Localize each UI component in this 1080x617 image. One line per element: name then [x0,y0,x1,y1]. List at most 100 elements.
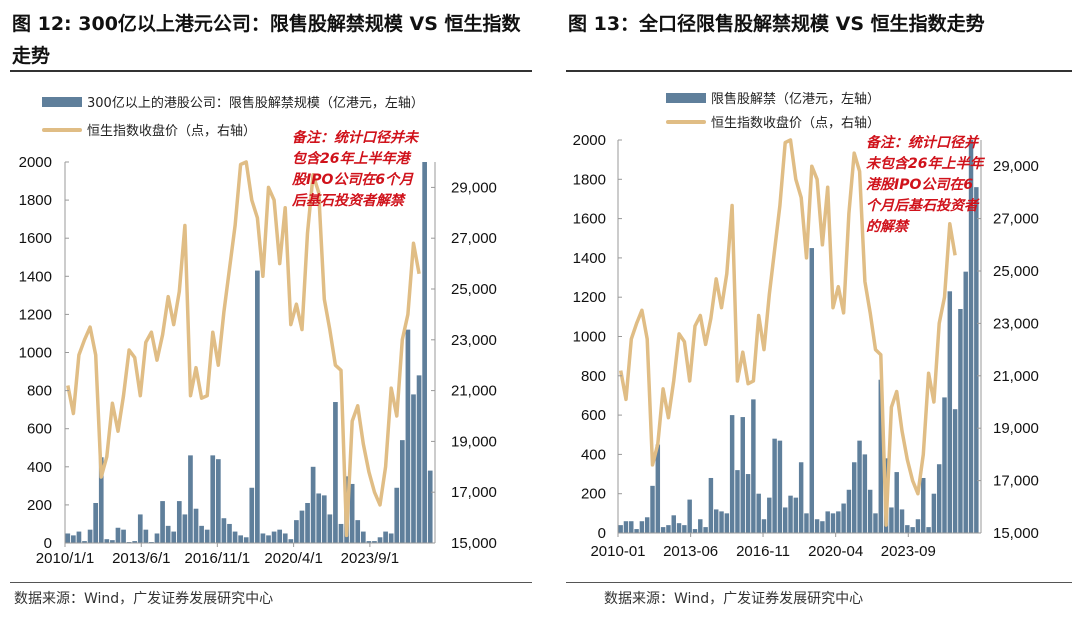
bar [411,394,416,543]
bar [132,541,138,543]
bar [921,477,926,533]
bar [271,531,277,543]
bar [137,514,143,543]
bar [830,513,836,533]
bar [282,533,288,543]
legend-line-label: 恒生指数收盘价（点，右轴） [87,124,257,139]
bar [76,531,82,543]
x-tick-label: 2020-04 [808,543,863,560]
left-tick-label: 1400 [19,268,52,285]
x-tick-label: 2010/1/1 [36,550,94,567]
left-tick-label: 800 [27,383,52,400]
source-left: 数据来源：Wind，广发证券发展研究中心 [14,591,274,607]
bar [104,539,110,543]
right-tick-label: 23,000 [451,332,497,349]
bar [121,529,126,543]
bar [724,513,730,533]
bar [804,513,809,533]
bar [193,508,199,543]
left-tick-label: 1000 [573,329,606,346]
bar [931,493,937,533]
bar [798,462,804,533]
bar [372,541,377,543]
left-tick-label: 0 [44,535,52,552]
right-tick-label: 17,000 [451,484,497,501]
bar [820,521,825,533]
bar [751,399,756,533]
hsi-line [66,160,421,538]
bar [277,529,283,543]
bar [215,459,221,543]
right-tick-label: 17,000 [993,473,1039,490]
x-tick-label: 2013-06 [663,543,718,560]
right-tick-label: 29,000 [993,158,1039,175]
left-tick-label: 1800 [19,192,52,209]
x-tick-label: 2013/6/1 [112,550,170,567]
legend-line-label: 恒生指数收盘价（点，右轴） [711,116,881,131]
bar [719,511,724,533]
left-tick-label: 400 [581,446,606,463]
bar [814,519,820,533]
bar [782,507,788,533]
right-tick-label: 21,000 [993,368,1039,385]
bar [740,417,745,533]
bar [767,497,772,533]
left-tick-label: 200 [581,486,606,503]
bar [825,511,830,533]
right-tick-label: 25,000 [451,281,497,298]
title-rule-right [566,70,1072,72]
title-rule-left [10,70,532,72]
annotation-left: 备注：统计口径并未包含26年上半年港股IPO公司在6个月后基石投资者解禁 [292,130,418,209]
bar [867,489,873,533]
bar [878,379,884,533]
bar [383,531,388,543]
bar [713,509,719,533]
bar [629,521,634,533]
left-tick-label: 1400 [573,250,606,267]
legend-line-left: 恒生指数收盘价（点，右轴） [42,120,256,139]
bar [299,510,305,543]
left-tick-label: 600 [581,407,606,424]
left-tick-label: 1200 [19,306,52,323]
bar [644,517,650,533]
bar [841,503,846,533]
bar [427,470,433,543]
right-tick-label: 27,000 [993,211,1039,228]
bar [756,493,761,533]
right-tick-label: 29,000 [451,179,497,196]
bar [894,472,899,533]
legend-bar-label: 300亿以上的港股公司：限售股解禁规模（亿港元，左轴） [87,96,424,111]
bar [160,501,165,543]
bar [915,519,921,533]
bar [639,521,645,533]
left-tick-label: 600 [27,421,52,438]
bar [65,533,71,543]
bar [394,487,400,543]
legend-bar-right: 限售股解禁（亿港元，左轴） [666,88,880,107]
bar [71,535,76,543]
bar [745,474,751,533]
right-tick-label: 27,000 [451,230,497,247]
bar [618,525,623,533]
bar [349,483,355,543]
bar [405,329,411,543]
x-tick-label: 2020/4/1 [264,550,322,567]
bar [399,440,405,543]
bar [974,187,979,533]
bar [650,485,655,533]
bar [666,525,671,533]
bar [305,502,310,543]
bar [687,499,692,533]
left-tick-label: 1000 [19,345,52,362]
bar [942,397,947,533]
chart-title-13: 图 13：全口径限售股解禁规模 VS 恒生指数走势 [568,13,985,35]
bar [708,477,714,533]
bar [952,409,958,533]
chart-13: 0 200 400 600 800 1000 1200 1400 1600 1800 2000 15,… [573,132,1039,560]
bar [338,523,344,543]
bar [249,487,255,543]
bar [255,270,260,543]
bar [682,525,687,533]
